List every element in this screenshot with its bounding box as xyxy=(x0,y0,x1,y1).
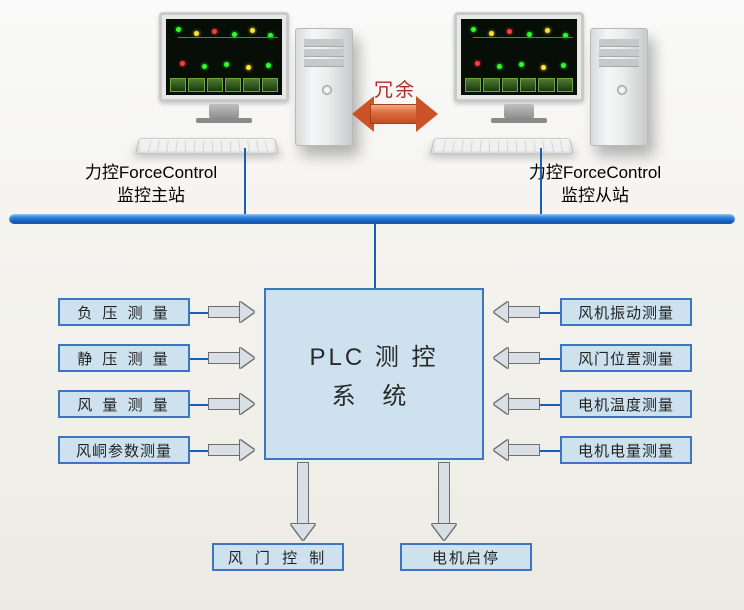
right-link-line-2 xyxy=(540,404,560,406)
plc-title-line2: 系 统 xyxy=(332,376,417,411)
right-input-2: 电机温度测量 xyxy=(560,390,692,418)
master-workstation xyxy=(135,12,370,162)
right-input-0: 风机振动测量 xyxy=(560,298,692,326)
left-arrow-3 xyxy=(208,440,254,460)
master-monitor xyxy=(159,12,289,102)
right-arrow-0 xyxy=(494,302,540,322)
slave-monitor-screen xyxy=(461,19,577,95)
plc-title-line1: PLC 测 控 xyxy=(309,337,438,372)
right-input-2-label: 电机温度测量 xyxy=(578,394,674,415)
slave-keyboard xyxy=(430,138,574,154)
master-label-line1: 力控ForceControl xyxy=(85,163,217,182)
right-link-line-3 xyxy=(540,450,560,452)
left-arrow-1 xyxy=(208,348,254,368)
left-input-3: 风峒参数测量 xyxy=(58,436,190,464)
left-input-3-label: 风峒参数测量 xyxy=(76,440,172,461)
right-link-line-0 xyxy=(540,312,560,314)
master-label-line2: 监控主站 xyxy=(117,186,185,205)
left-input-0-label: 负 压 测 量 xyxy=(77,302,171,323)
output-0-label: 风 门 控 制 xyxy=(228,547,329,568)
slave-workstation xyxy=(430,12,665,162)
slave-label-line2: 监控从站 xyxy=(561,186,629,205)
right-input-0-label: 风机振动测量 xyxy=(578,302,674,323)
redundancy-label: 冗余 xyxy=(374,75,416,102)
right-arrow-3 xyxy=(494,440,540,460)
master-monitor-screen xyxy=(166,19,282,95)
slave-drop-line xyxy=(540,148,542,215)
left-input-1: 静 压 测 量 xyxy=(58,344,190,372)
redundancy-arrow-icon xyxy=(354,104,436,124)
right-arrow-1 xyxy=(494,348,540,368)
left-input-2-label: 风 量 测 量 xyxy=(77,394,171,415)
master-drop-line xyxy=(244,148,246,215)
plc-box: PLC 测 控 系 统 xyxy=(264,288,484,460)
right-link-line-1 xyxy=(540,358,560,360)
left-input-0: 负 压 测 量 xyxy=(58,298,190,326)
master-keyboard xyxy=(135,138,279,154)
left-input-1-label: 静 压 测 量 xyxy=(77,348,171,369)
right-arrow-2 xyxy=(494,394,540,414)
slave-monitor xyxy=(454,12,584,102)
right-input-3-label: 电机电量测量 xyxy=(578,440,674,461)
left-link-line-1 xyxy=(190,358,208,360)
out-arrow-1 xyxy=(432,462,456,540)
out-arrow-0 xyxy=(291,462,315,540)
left-link-line-3 xyxy=(190,450,208,452)
left-link-line-0 xyxy=(190,312,208,314)
output-1: 电机启停 xyxy=(400,543,532,571)
right-input-1: 风门位置测量 xyxy=(560,344,692,372)
left-link-line-2 xyxy=(190,404,208,406)
right-input-3: 电机电量测量 xyxy=(560,436,692,464)
output-1-label: 电机启停 xyxy=(432,547,500,568)
slave-label-line1: 力控ForceControl xyxy=(529,163,661,182)
master-station-label: 力控ForceControl 监控主站 xyxy=(36,162,266,208)
left-arrow-0 xyxy=(208,302,254,322)
right-input-1-label: 风门位置测量 xyxy=(578,348,674,369)
slave-tower xyxy=(590,28,648,146)
left-arrow-2 xyxy=(208,394,254,414)
bus-to-plc-line xyxy=(374,224,376,288)
master-tower xyxy=(295,28,353,146)
output-0: 风 门 控 制 xyxy=(212,543,344,571)
slave-station-label: 力控ForceControl 监控从站 xyxy=(480,162,710,208)
network-bus xyxy=(9,214,735,224)
left-input-2: 风 量 测 量 xyxy=(58,390,190,418)
